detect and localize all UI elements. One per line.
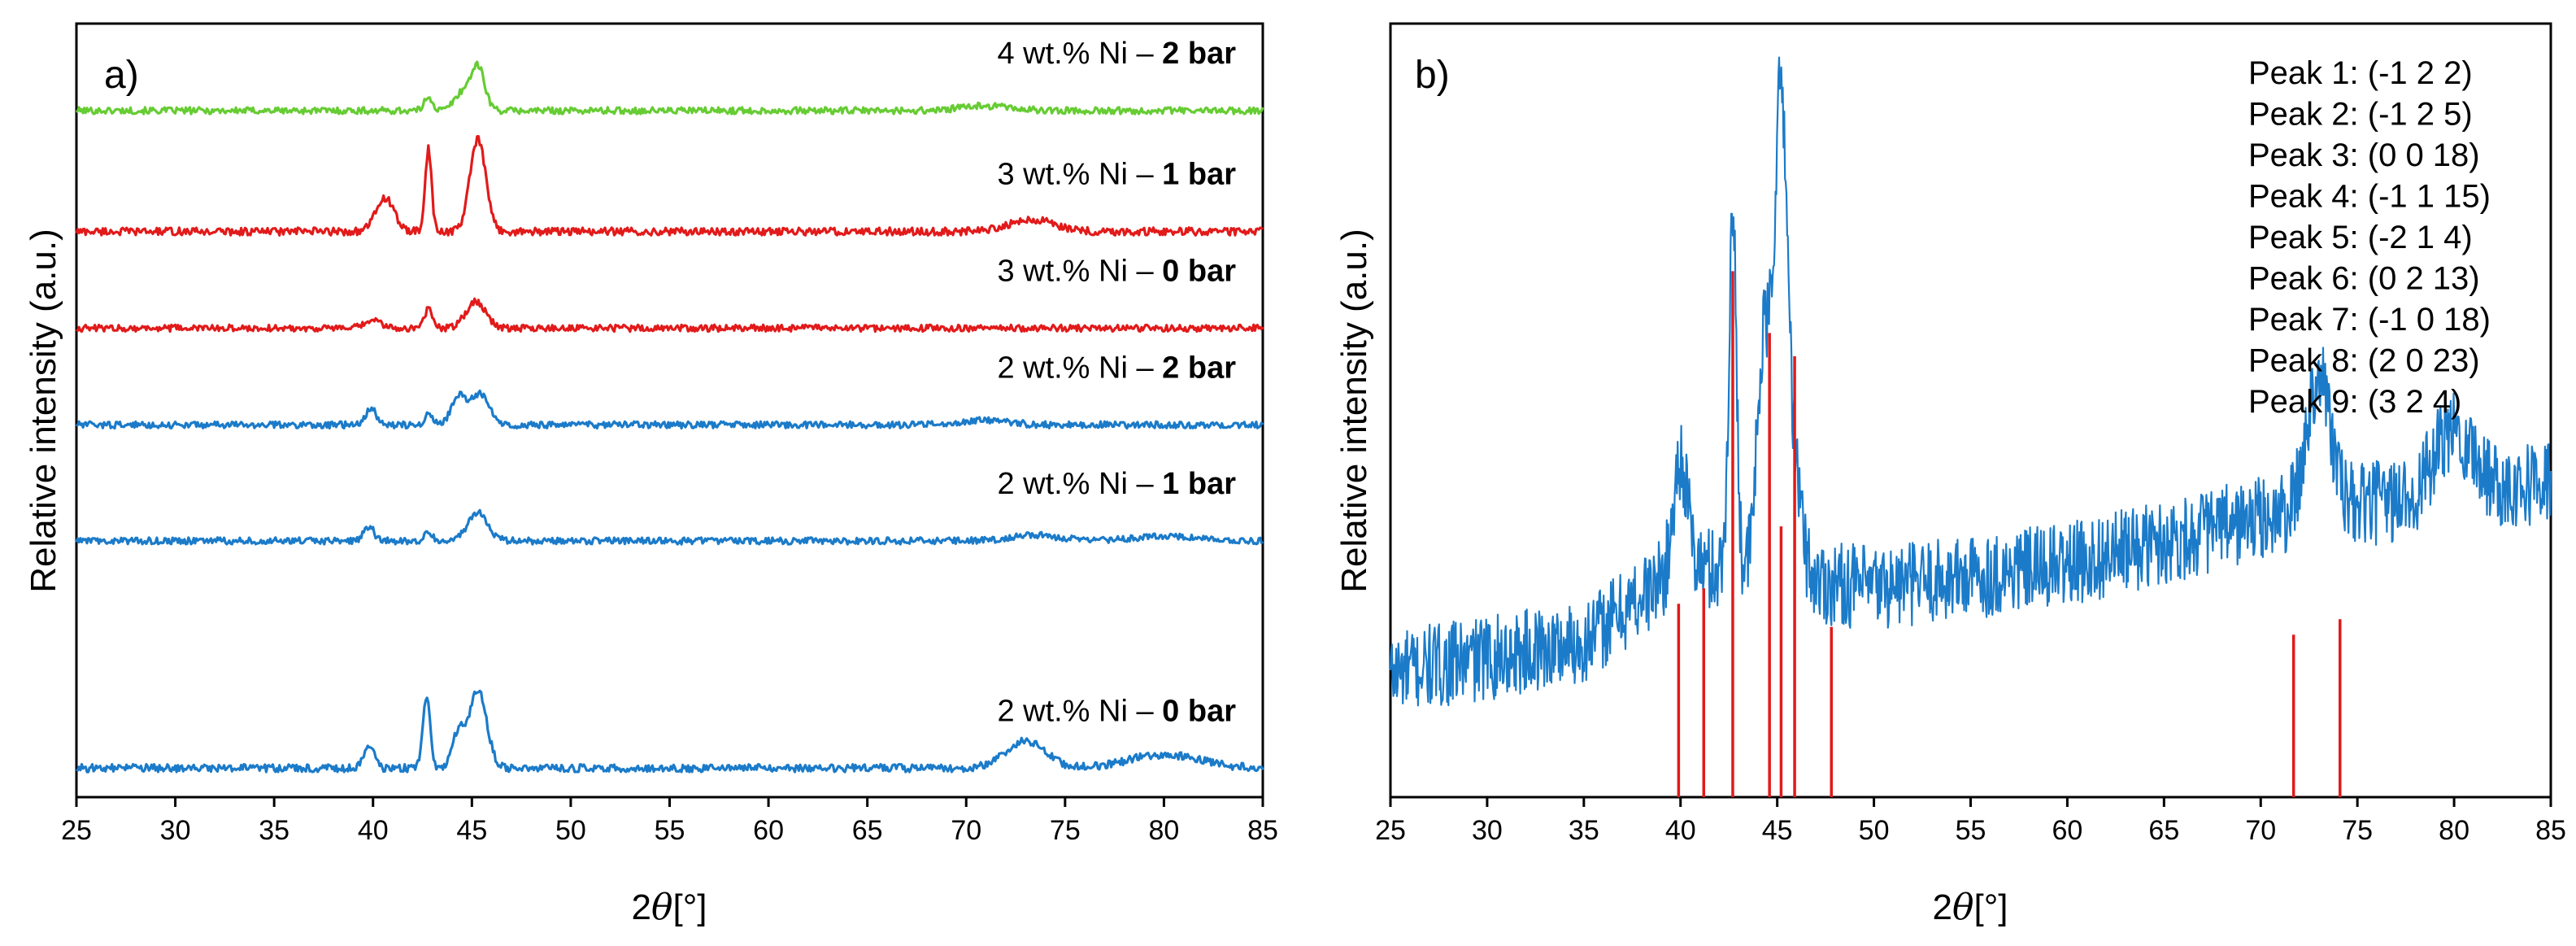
panel-a-traces <box>75 60 1264 774</box>
series-label-composition: 2 wt.% Ni – <box>997 351 1162 385</box>
series-label-composition: 4 wt.% Ni – <box>997 37 1162 71</box>
panel-b-peak-label: Peak 4: (-1 1 15) <box>2248 179 2491 215</box>
panel-a-frame <box>75 22 1264 799</box>
series-label-pressure: 0 bar <box>1162 694 1236 728</box>
series-label-pressure: 1 bar <box>1162 158 1236 192</box>
panel-a-series-line <box>75 297 1264 333</box>
panel-b-xlabel-theta: θ <box>1952 887 1974 928</box>
panel-b-xtick-label: 35 <box>1569 815 1599 846</box>
panel-b-xtick-label: 70 <box>2245 815 2276 846</box>
panel-a-series-line <box>75 508 1264 546</box>
panel-a-xlabel-unit: [°] <box>672 887 707 927</box>
panel-b-reference-peaks <box>1677 271 2342 797</box>
panel-b-label: b) <box>1415 54 1450 97</box>
panel-b-xtick-label: 80 <box>2439 815 2469 846</box>
panel-a-xtick-label: 75 <box>1050 815 1081 846</box>
series-label-composition: 3 wt.% Ni – <box>997 158 1162 192</box>
panel-a-series-label: 3 wt.% Ni – 1 bar <box>997 158 1236 192</box>
panel-b-xtick-label: 50 <box>1859 815 1890 846</box>
panel-b-xtick-label: 60 <box>2052 815 2083 846</box>
panel-b-ylabel: Relative intensity (a.u.) <box>1334 229 1374 593</box>
panel-a-series-label: 3 wt.% Ni – 0 bar <box>997 254 1236 288</box>
panel-b-xtick-label: 75 <box>2342 815 2373 846</box>
panel-b-xlabel-prefix: 2 <box>1932 887 1952 927</box>
panel-b-xtick-label: 45 <box>1762 815 1793 846</box>
panel-b-peak-label: Peak 5: (-2 1 4) <box>2248 220 2473 255</box>
panel-a-x-axis: 25 30 35 40 45 50 55 60 65 70 75 80 85 <box>61 797 1278 846</box>
panel-b-peak-label: Peak 6: (0 2 13) <box>2248 261 2480 297</box>
panel-b-xtick-label: 25 <box>1375 815 1406 846</box>
panel-b-xtick-label: 55 <box>1956 815 1986 846</box>
panel-a-series-label: 2 wt.% Ni – 1 bar <box>997 467 1236 501</box>
panel-b-xtick-label: 65 <box>2148 815 2179 846</box>
panel-a-xtick-label: 80 <box>1149 815 1180 846</box>
panel-a-series-label: 2 wt.% Ni – 0 bar <box>997 694 1236 728</box>
panel-a-xlabel: 2θ[°] <box>631 887 707 928</box>
panel-a-series-line <box>75 60 1264 116</box>
panel-a-xtick-label: 25 <box>61 815 92 846</box>
panel-a-xtick-label: 60 <box>753 815 784 846</box>
panel-a-series-line <box>75 135 1264 237</box>
panel-b-peak-label: Peak 1: (-1 2 2) <box>2248 55 2473 91</box>
panel-a-xtick-label: 85 <box>1247 815 1278 846</box>
panel-a-series-line <box>76 689 1264 774</box>
panel-a-xtick-label: 70 <box>951 815 981 846</box>
series-label-composition: 2 wt.% Ni – <box>997 467 1162 501</box>
panel-b-xtick-label: 30 <box>1472 815 1503 846</box>
panel-a-series-label: 4 wt.% Ni – 2 bar <box>997 37 1236 71</box>
panel-a-xlabel-prefix: 2 <box>631 887 651 927</box>
panel-a-ylabel: Relative intensity (a.u.) <box>24 229 63 593</box>
panel-b-peak-label: Peak 7: (-1 0 18) <box>2248 302 2491 338</box>
panel-b-xlabel: 2θ[°] <box>1932 887 2008 928</box>
series-label-pressure: 1 bar <box>1162 467 1236 501</box>
panel-a-xlabel-theta: θ <box>651 887 673 928</box>
panel-a-xtick-label: 30 <box>160 815 191 846</box>
panel-a-xtick-label: 40 <box>358 815 389 846</box>
panel-b-xtick-label: 85 <box>2535 815 2566 846</box>
series-label-pressure: 0 bar <box>1162 254 1236 288</box>
panel-a-series-label: 2 wt.% Ni – 2 bar <box>997 351 1236 385</box>
panel-b-peak-label: Peak 2: (-1 2 5) <box>2248 97 2473 133</box>
series-label-pressure: 2 bar <box>1162 37 1236 71</box>
panel-a-xtick-label: 50 <box>555 815 586 846</box>
panel-a-xtick-label: 55 <box>655 815 685 846</box>
panel-b-traces <box>1389 56 2552 707</box>
series-label-pressure: 2 bar <box>1162 351 1236 385</box>
panel-b-peak-label: Peak 9: (3 2 4) <box>2248 384 2461 420</box>
panel-b-peak-label: Peak 8: (2 0 23) <box>2248 343 2480 379</box>
series-label-composition: 2 wt.% Ni – <box>997 694 1162 728</box>
panel-a-xtick-label: 65 <box>852 815 883 846</box>
panel-b: 25 30 35 40 45 50 55 60 65 70 75 80 85 Peak 1: (-1 2… <box>1334 22 2566 928</box>
panel-a-label: a) <box>104 54 139 97</box>
panel-a-series-line <box>75 389 1264 430</box>
panel-b-x-axis: 25 30 35 40 45 50 55 60 65 70 75 80 85 <box>1375 797 2566 846</box>
panel-b-xlabel-unit: [°] <box>1973 887 2008 927</box>
panel-b-xtick-label: 40 <box>1665 815 1696 846</box>
panel-a-xtick-label: 45 <box>456 815 487 846</box>
panel-b-peak-legend: Peak 1: (-1 2 2) Peak 2: (-1 2 5) Peak 3: … <box>2248 55 2491 420</box>
series-label-composition: 3 wt.% Ni – <box>997 254 1162 288</box>
panel-a-xtick-label: 35 <box>259 815 289 846</box>
panel-b-series-line <box>1389 56 2552 707</box>
panel-b-peak-label: Peak 3: (0 0 18) <box>2248 137 2480 173</box>
